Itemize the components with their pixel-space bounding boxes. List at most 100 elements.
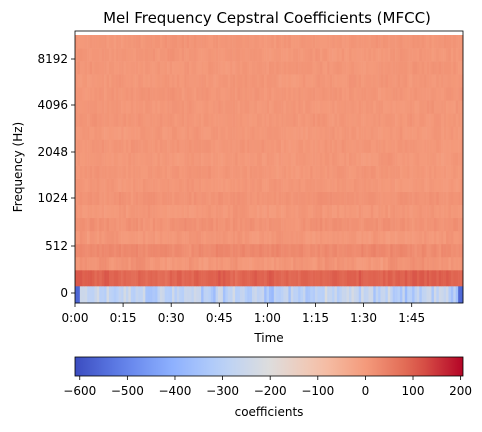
heatmap-cell [230, 113, 233, 127]
heatmap-cell [312, 217, 316, 232]
heatmap-cell [336, 113, 340, 127]
heatmap-cell [198, 139, 202, 153]
heatmap-cell [412, 243, 415, 258]
heatmap-cell [397, 165, 401, 179]
heatmap-cell [361, 191, 364, 206]
heatmap-cell [450, 178, 454, 192]
heatmap-cell [210, 191, 214, 206]
heatmap-cell [276, 191, 279, 206]
heatmap-cell [416, 217, 420, 232]
heatmap-cell [431, 191, 435, 206]
heatmap-cell [138, 230, 141, 245]
heatmap-cell [101, 87, 105, 101]
heatmap-cell [140, 126, 144, 140]
heatmap-cell [453, 87, 457, 101]
heatmap-cell [164, 152, 168, 166]
heatmap-cell [356, 270, 360, 287]
heatmap-cell [339, 165, 343, 179]
heatmap-cell [218, 35, 221, 49]
heatmap-cell [305, 100, 309, 114]
heatmap-cell [75, 191, 78, 206]
heatmap-cell [99, 256, 102, 271]
heatmap-cell [261, 61, 265, 75]
heatmap-cell [399, 256, 403, 271]
heatmap-cell [281, 74, 284, 88]
heatmap-cell [82, 152, 85, 166]
y-tick-label: 1024 [37, 191, 68, 205]
heatmap-cell [91, 230, 95, 245]
heatmap-cell [429, 87, 432, 101]
heatmap-cell [256, 165, 260, 179]
heatmap-cell [341, 243, 345, 258]
heatmap-cell [399, 139, 403, 153]
heatmap-cell [419, 139, 423, 153]
heatmap-cell [453, 286, 457, 304]
heatmap-cell [409, 270, 413, 287]
heatmap-cell [89, 126, 93, 140]
heatmap-cell [91, 191, 95, 206]
heatmap-cell [172, 204, 175, 219]
heatmap-cell [370, 113, 374, 127]
heatmap-cell [392, 100, 396, 114]
heatmap-cell [152, 100, 156, 114]
heatmap-cell [169, 243, 173, 258]
heatmap-cell [353, 165, 357, 179]
heatmap-cell [157, 35, 161, 49]
heatmap-cell [271, 230, 275, 245]
heatmap-cell [351, 87, 355, 101]
heatmap-cell [174, 139, 178, 153]
heatmap-cell [319, 35, 323, 49]
heatmap-cell [385, 230, 389, 245]
heatmap-cell [344, 113, 347, 127]
heatmap-cell [307, 286, 311, 304]
heatmap-cell [421, 100, 425, 114]
heatmap-cell [181, 152, 185, 166]
heatmap-cell [205, 230, 209, 245]
heatmap-cell [174, 204, 178, 219]
heatmap-cell [361, 165, 364, 179]
heatmap-cell [373, 139, 376, 153]
heatmap-cell [395, 256, 398, 271]
heatmap-cell [438, 152, 442, 166]
heatmap-cell [79, 87, 83, 101]
heatmap-cell [302, 217, 306, 232]
heatmap-cell [436, 256, 440, 271]
heatmap-cell [441, 48, 444, 62]
heatmap-cell [295, 178, 299, 192]
heatmap-cell [193, 243, 197, 258]
heatmap-cell [293, 126, 296, 140]
heatmap-cell [419, 286, 423, 304]
heatmap-cell [79, 270, 83, 287]
heatmap-cell [414, 74, 418, 88]
heatmap-cell [356, 35, 360, 49]
heatmap-cell [218, 152, 221, 166]
heatmap-cell [167, 74, 170, 88]
heatmap-cell [108, 256, 112, 271]
heatmap-cell [409, 100, 413, 114]
heatmap-cell [312, 178, 316, 192]
heatmap-cell [358, 100, 362, 114]
heatmap-cell [121, 74, 124, 88]
heatmap-cell [111, 113, 115, 127]
heatmap-cell [82, 48, 85, 62]
heatmap-cell [412, 61, 415, 75]
heatmap-cell [385, 243, 389, 258]
heatmap-cell [322, 217, 326, 232]
heatmap-cell [448, 152, 452, 166]
heatmap-cell [370, 139, 374, 153]
heatmap-cell [397, 126, 401, 140]
heatmap-cell [283, 152, 287, 166]
heatmap-cell [186, 286, 190, 304]
heatmap-cell [271, 191, 275, 206]
heatmap-cell [407, 270, 410, 287]
heatmap-cell [118, 35, 122, 49]
heatmap-cell [174, 217, 178, 232]
heatmap-cell [220, 270, 224, 287]
chart-title: Mel Frequency Cepstral Coefficients (MFC… [103, 9, 431, 27]
heatmap-cell [159, 270, 163, 287]
heatmap-cell [315, 191, 318, 206]
heatmap-cell [332, 126, 335, 140]
heatmap-cell [409, 286, 413, 304]
heatmap-cell [273, 74, 277, 88]
heatmap-cell [169, 256, 173, 271]
